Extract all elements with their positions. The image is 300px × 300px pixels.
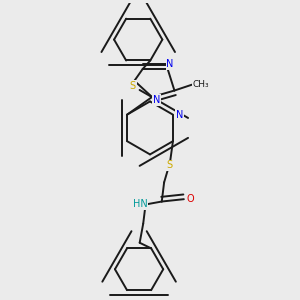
- Text: N: N: [153, 95, 160, 105]
- Text: HN: HN: [133, 199, 148, 209]
- Text: N: N: [166, 59, 174, 69]
- Text: CH₃: CH₃: [193, 80, 209, 88]
- Text: S: S: [167, 160, 172, 170]
- Text: N: N: [176, 110, 183, 120]
- Text: S: S: [130, 81, 136, 91]
- Text: O: O: [187, 194, 194, 204]
